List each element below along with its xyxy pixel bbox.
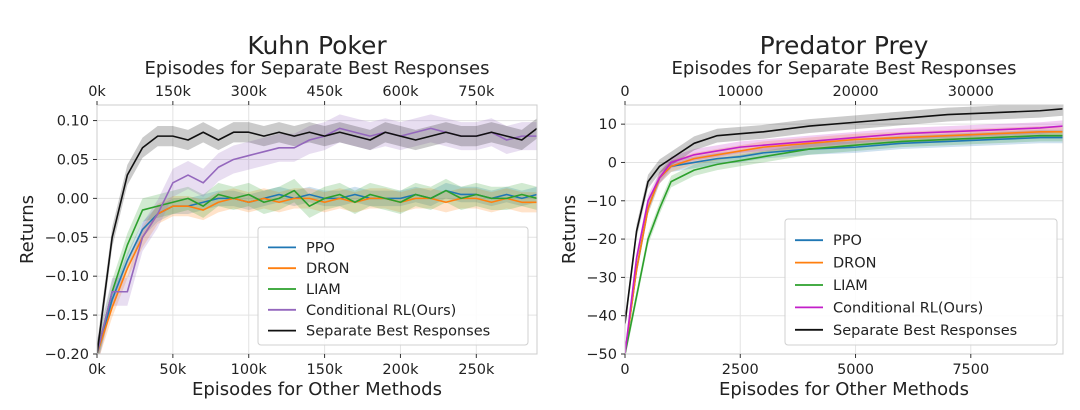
chart-2-legend-label-separate-best-responses: Separate Best Responses bbox=[833, 323, 1017, 339]
chart-1-x2tick-label: 450k bbox=[307, 84, 344, 100]
chart-2-y-axis-label: Returns bbox=[559, 195, 580, 264]
chart-1-frame bbox=[96, 104, 538, 355]
chart-1-xtick-label: 100k bbox=[231, 362, 268, 378]
chart-1-x2tick-label: 600k bbox=[382, 84, 419, 100]
chart-1-x-axis-label: Episodes for Other Methods bbox=[192, 379, 442, 400]
chart-1-ytick-label: 0.05 bbox=[57, 152, 89, 168]
chart-1: 0k 50k 100k 150k 200k 250k 0k 150k 300k 450k 600k 7… bbox=[17, 31, 538, 400]
chart-2-legend-label-conditional-rl-ours: Conditional RL(Ours) bbox=[833, 300, 983, 316]
chart-2-line-conditional-rl-ours bbox=[625, 125, 1063, 354]
chart-1-band-liam bbox=[97, 178, 537, 354]
chart-2-x2-axis-label: Episodes for Separate Best Responses bbox=[672, 58, 1017, 79]
chart-1-title: Kuhn Poker bbox=[247, 31, 387, 60]
chart-1-xtick-label: 200k bbox=[382, 362, 419, 378]
chart-1-y-axis-label: Returns bbox=[17, 195, 38, 264]
chart-1-legend-label-separate-best-responses: Separate Best Responses bbox=[306, 324, 490, 340]
chart-1-legend-label-dron: DRON bbox=[306, 261, 350, 277]
chart-2-ytick-label: −20 bbox=[586, 232, 617, 248]
chart-2-line-dron bbox=[625, 131, 1063, 354]
chart-2-x2tick-label: 10000 bbox=[717, 84, 763, 100]
chart-2-legend-label-dron: DRON bbox=[833, 256, 877, 272]
chart-2-x2tick-label: 30000 bbox=[948, 84, 994, 100]
chart-1-band-conditional-rl-ours bbox=[97, 114, 537, 354]
chart-1-legend: PPO DRON LIAM Conditional RL(Ours) Separate … bbox=[257, 226, 529, 346]
chart-1-xtick-label: 0k bbox=[88, 362, 106, 378]
chart-2-x-axis-label: Episodes for Other Methods bbox=[719, 379, 969, 400]
chart-1-line-separate-best-responses bbox=[97, 127, 537, 354]
chart-2-ytick-label: 10 bbox=[599, 117, 617, 133]
chart-1-x2tick-label: 750k bbox=[458, 84, 495, 100]
chart-1-ytick-label: 0.00 bbox=[57, 191, 89, 207]
chart-2-ytick-label: −10 bbox=[586, 194, 617, 210]
chart-2-legend-label-liam: LIAM bbox=[833, 278, 868, 294]
chart-1-ytick-label: −0.10 bbox=[45, 269, 89, 285]
chart-1-ytick-label: 0.10 bbox=[57, 114, 89, 130]
chart-2-line-liam bbox=[625, 134, 1063, 354]
chart-1-xtick-label: 50k bbox=[159, 362, 186, 378]
chart-1-x2-axis-label: Episodes for Separate Best Responses bbox=[145, 58, 490, 79]
chart-2-title: Predator Prey bbox=[760, 31, 929, 60]
chart-2-ytick-label: −30 bbox=[586, 270, 617, 286]
chart-2-xtick-label: 2500 bbox=[722, 362, 759, 378]
chart-1-x2tick-label: 300k bbox=[231, 84, 268, 100]
chart-1-x2tick-label: 150k bbox=[155, 84, 192, 100]
chart-1-band-separate-best-responses bbox=[97, 118, 537, 354]
chart-1-legend-label-liam: LIAM bbox=[306, 282, 341, 298]
chart-2-ytick-label: 0 bbox=[608, 155, 617, 171]
chart-1-legend-box bbox=[257, 226, 529, 346]
chart-2-x2tick-label: 20000 bbox=[832, 84, 878, 100]
chart-2-xtick-label: 5000 bbox=[837, 362, 874, 378]
chart-2-legend-label-ppo: PPO bbox=[833, 233, 862, 249]
chart-1-band-dron bbox=[97, 188, 537, 354]
chart-1-legend-label-conditional-rl-ours: Conditional RL(Ours) bbox=[306, 303, 456, 319]
chart-2-legend: PPO DRON LIAM Conditional RL(Ours) Separate … bbox=[784, 218, 1058, 346]
chart-2-ytick-label: −40 bbox=[586, 309, 617, 325]
chart-1-xtick-label: 150k bbox=[307, 362, 344, 378]
chart-2-legend-box bbox=[784, 218, 1058, 346]
chart-1-plot-area bbox=[97, 114, 537, 354]
chart-2-plot-area bbox=[625, 105, 1063, 354]
chart-2-x2tick-label: 0 bbox=[620, 84, 629, 100]
chart-1-legend-label-ppo: PPO bbox=[306, 240, 335, 256]
chart-1-line-liam bbox=[97, 189, 537, 354]
chart-1-xtick-label: 250k bbox=[458, 362, 495, 378]
chart-2-frame bbox=[624, 104, 1064, 355]
chart-1-x2tick-label: 0k bbox=[88, 84, 106, 100]
chart-2-ytick-label: −50 bbox=[586, 347, 617, 363]
chart-2: 0 2500 5000 7500 0 10000 20000 30000 −50 −40 −30 −2… bbox=[559, 31, 1064, 400]
chart-1-ytick-label: −0.15 bbox=[45, 308, 89, 324]
chart-2-xtick-label: 7500 bbox=[952, 362, 989, 378]
chart-1-ytick-label: −0.20 bbox=[45, 347, 89, 363]
chart-2-xtick-label: 0 bbox=[620, 362, 629, 378]
chart-2-line-separate-best-responses bbox=[625, 108, 1063, 324]
chart-1-band-ppo bbox=[97, 182, 537, 354]
chart-1-ytick-label: −0.05 bbox=[45, 230, 89, 246]
